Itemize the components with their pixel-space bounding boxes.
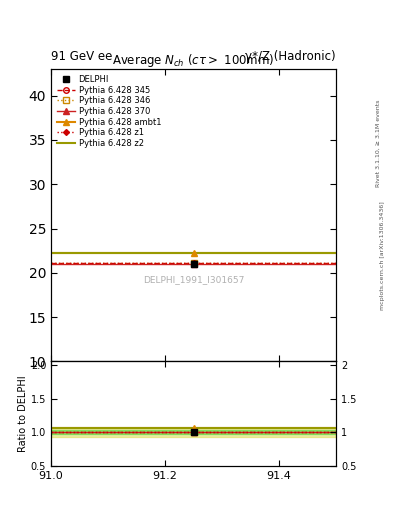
Title: Average $N_{ch}$ ($c\tau >$ 100mm): Average $N_{ch}$ ($c\tau >$ 100mm): [112, 52, 275, 69]
Y-axis label: Ratio to DELPHI: Ratio to DELPHI: [18, 375, 28, 452]
Text: γ*/Z (Hadronic): γ*/Z (Hadronic): [245, 50, 336, 63]
Text: 91 GeV ee: 91 GeV ee: [51, 50, 112, 63]
Text: Rivet 3.1.10, ≥ 3.1M events: Rivet 3.1.10, ≥ 3.1M events: [376, 100, 380, 187]
Text: DELPHI_1991_I301657: DELPHI_1991_I301657: [143, 275, 244, 284]
Text: mcplots.cern.ch [arXiv:1306.3436]: mcplots.cern.ch [arXiv:1306.3436]: [380, 202, 385, 310]
Legend: DELPHI, Pythia 6.428 345, Pythia 6.428 346, Pythia 6.428 370, Pythia 6.428 ambt1: DELPHI, Pythia 6.428 345, Pythia 6.428 3…: [55, 73, 163, 150]
